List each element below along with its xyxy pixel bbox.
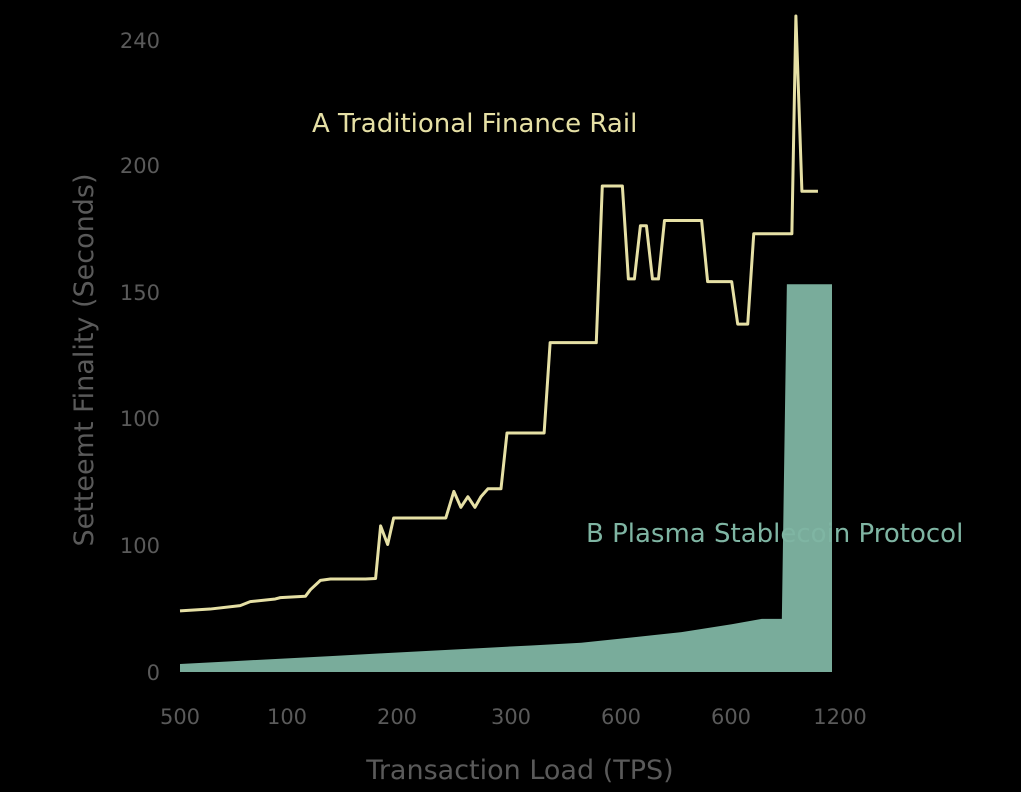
- series-a-label: A Traditional Finance Rail: [312, 109, 637, 139]
- y-tick-label: 150: [120, 281, 160, 305]
- y-tick-label: 100: [120, 407, 160, 431]
- series-a-line: [179, 14, 818, 613]
- y-tick-label: 0: [147, 661, 160, 685]
- x-tick-label: 600: [711, 705, 751, 729]
- series-b-label: B Plasma Stablecoin Protocol: [586, 519, 963, 549]
- x-tick-label: 1200: [813, 705, 866, 729]
- y-tick-label: 100: [120, 534, 160, 558]
- x-tick-label: 300: [491, 705, 531, 729]
- x-tick-label: 600: [601, 705, 641, 729]
- x-axis-title: Transaction Load (TPS): [365, 755, 673, 786]
- y-tick-label: 200: [120, 154, 160, 178]
- y-axis-ticks: 0 100 100 150 200 240: [120, 29, 160, 685]
- plot-area: [179, 14, 832, 672]
- series-b-area: [180, 284, 832, 672]
- x-tick-label: 500: [160, 705, 200, 729]
- x-tick-label: 200: [377, 705, 417, 729]
- y-axis-title: Setteemt Finality (Seconds): [69, 174, 100, 547]
- y-tick-label: 240: [120, 29, 160, 53]
- x-axis-ticks: 500 100 200 300 600 600 1200: [160, 705, 867, 729]
- x-tick-label: 100: [267, 705, 307, 729]
